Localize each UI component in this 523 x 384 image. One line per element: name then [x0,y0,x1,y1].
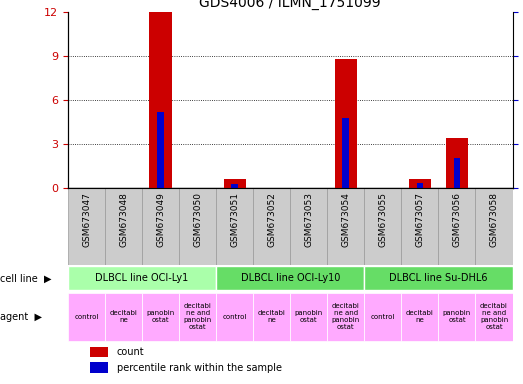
Bar [335,59,357,188]
Text: GSM673053: GSM673053 [304,192,313,247]
Bar [475,293,513,341]
Title: GDS4006 / ILMN_1751099: GDS4006 / ILMN_1751099 [199,0,381,10]
Bar [402,293,438,341]
Bar [179,293,216,341]
Text: GSM673047: GSM673047 [82,192,91,247]
Bar [68,266,216,291]
Text: decitabi
ne and
panobin
ostat: decitabi ne and panobin ostat [184,303,212,330]
Bar [105,188,142,265]
Bar [157,112,164,188]
Bar [409,179,431,188]
Bar [343,118,349,188]
Text: DLBCL line OCI-Ly10: DLBCL line OCI-Ly10 [241,273,340,283]
Text: GSM673048: GSM673048 [119,192,128,247]
Text: decitabi
ne: decitabi ne [406,310,434,323]
Text: GSM673052: GSM673052 [267,192,276,247]
Bar [142,293,179,341]
Bar [417,183,423,188]
Bar [438,188,475,265]
Text: agent  ▶: agent ▶ [0,312,42,322]
Bar [105,293,142,341]
Text: panobin
ostat: panobin ostat [443,310,471,323]
Bar [365,266,513,291]
Bar [142,188,179,265]
Bar [253,293,290,341]
Bar [446,138,468,188]
Bar [179,188,216,265]
Bar [290,188,327,265]
Bar [223,179,246,188]
Text: decitabi
ne and
panobin
ostat: decitabi ne and panobin ostat [332,303,360,330]
Bar [290,293,327,341]
Text: GSM673055: GSM673055 [378,192,388,247]
Bar [438,293,475,341]
Text: GSM673049: GSM673049 [156,192,165,247]
Bar [365,188,402,265]
Bar [327,293,365,341]
Bar [327,188,365,265]
Text: control: control [74,314,99,320]
Text: control: control [371,314,395,320]
Text: control: control [222,314,247,320]
Bar [90,362,108,373]
Bar [216,188,253,265]
Text: GSM673054: GSM673054 [342,192,350,247]
Text: GSM673050: GSM673050 [193,192,202,247]
Text: GSM673058: GSM673058 [490,192,498,247]
Bar [216,293,253,341]
Bar [216,266,365,291]
Bar [68,188,105,265]
Bar [150,12,172,188]
Text: cell line  ▶: cell line ▶ [0,273,51,283]
Bar [231,184,238,188]
Text: decitabi
ne and
panobin
ostat: decitabi ne and panobin ostat [480,303,508,330]
Text: percentile rank within the sample: percentile rank within the sample [117,362,282,373]
Text: decitabi
ne: decitabi ne [110,310,138,323]
Text: decitabi
ne: decitabi ne [258,310,286,323]
Text: DLBCL line Su-DHL6: DLBCL line Su-DHL6 [389,273,488,283]
Bar [475,188,513,265]
Text: DLBCL line OCI-Ly1: DLBCL line OCI-Ly1 [96,273,189,283]
Text: GSM673051: GSM673051 [230,192,239,247]
Bar [402,188,438,265]
Bar [68,293,105,341]
Bar [365,293,402,341]
Bar [253,188,290,265]
Text: panobin
ostat: panobin ostat [146,310,175,323]
Text: GSM673056: GSM673056 [452,192,461,247]
Bar [90,347,108,357]
Text: GSM673057: GSM673057 [415,192,425,247]
Text: count: count [117,347,144,357]
Bar [453,158,460,188]
Text: panobin
ostat: panobin ostat [294,310,323,323]
